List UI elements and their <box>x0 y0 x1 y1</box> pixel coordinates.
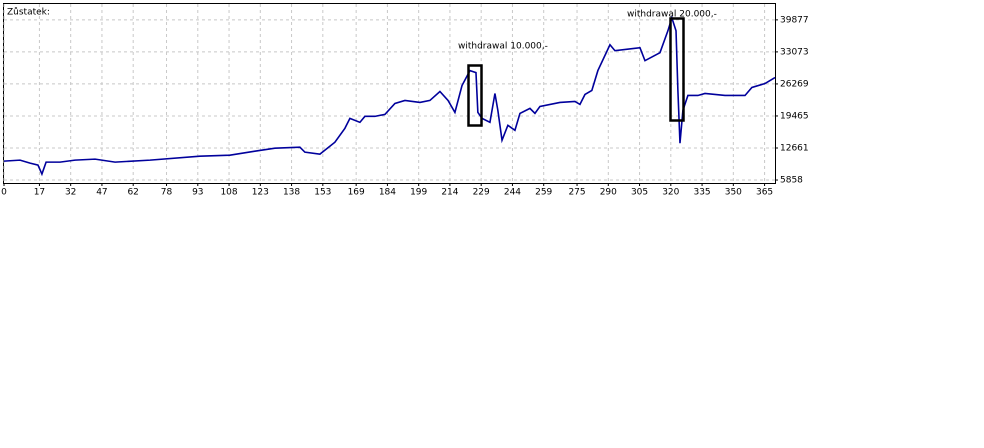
y-tick-label: 5858 <box>780 176 803 186</box>
x-tick-label: 17 <box>34 188 45 198</box>
grid <box>3 4 775 183</box>
x-tick-label: 138 <box>283 188 300 198</box>
annotation: withdrawal 20.000,- <box>627 10 717 20</box>
x-tick-label: 214 <box>441 188 458 198</box>
x-tick-label: 320 <box>662 188 679 198</box>
plot-frame <box>3 3 776 184</box>
x-tick-label: 47 <box>96 188 107 198</box>
x-tick-label: 0 <box>1 188 7 198</box>
x-tick-label: 32 <box>65 188 76 198</box>
y-tick-label: 12661 <box>780 143 809 153</box>
y-tick-label: 26269 <box>780 79 809 89</box>
series <box>3 15 776 177</box>
x-tick-label: 199 <box>410 188 427 198</box>
x-tick-label: 184 <box>379 188 396 198</box>
x-tick-label: 244 <box>504 188 521 198</box>
y-tick-label: 39877 <box>780 15 809 25</box>
x-tick-label: 350 <box>725 188 742 198</box>
y-tick-label: 19465 <box>780 111 809 121</box>
highlight-box <box>669 17 685 122</box>
x-tick-label: 229 <box>473 188 490 198</box>
y-tick-label: 33073 <box>780 47 809 57</box>
x-tick-label: 62 <box>127 188 138 198</box>
x-tick-label: 108 <box>220 188 237 198</box>
chart-title: Zůstatek: <box>7 7 50 18</box>
x-tick-label: 123 <box>252 188 269 198</box>
x-tick-label: 290 <box>600 188 617 198</box>
x-tick-label: 93 <box>192 188 203 198</box>
balance-line <box>3 15 776 177</box>
x-tick-label: 153 <box>314 188 331 198</box>
highlight-box <box>467 64 483 127</box>
x-tick-label: 305 <box>631 188 648 198</box>
x-tick-label: 275 <box>568 188 585 198</box>
x-tick-label: 335 <box>693 188 710 198</box>
x-tick-label: 78 <box>161 188 173 198</box>
x-tick-label: 259 <box>535 188 552 198</box>
annotation: withdrawal 10.000,- <box>458 42 548 52</box>
x-tick-label: 365 <box>756 188 773 198</box>
x-tick-label: 169 <box>348 188 365 198</box>
